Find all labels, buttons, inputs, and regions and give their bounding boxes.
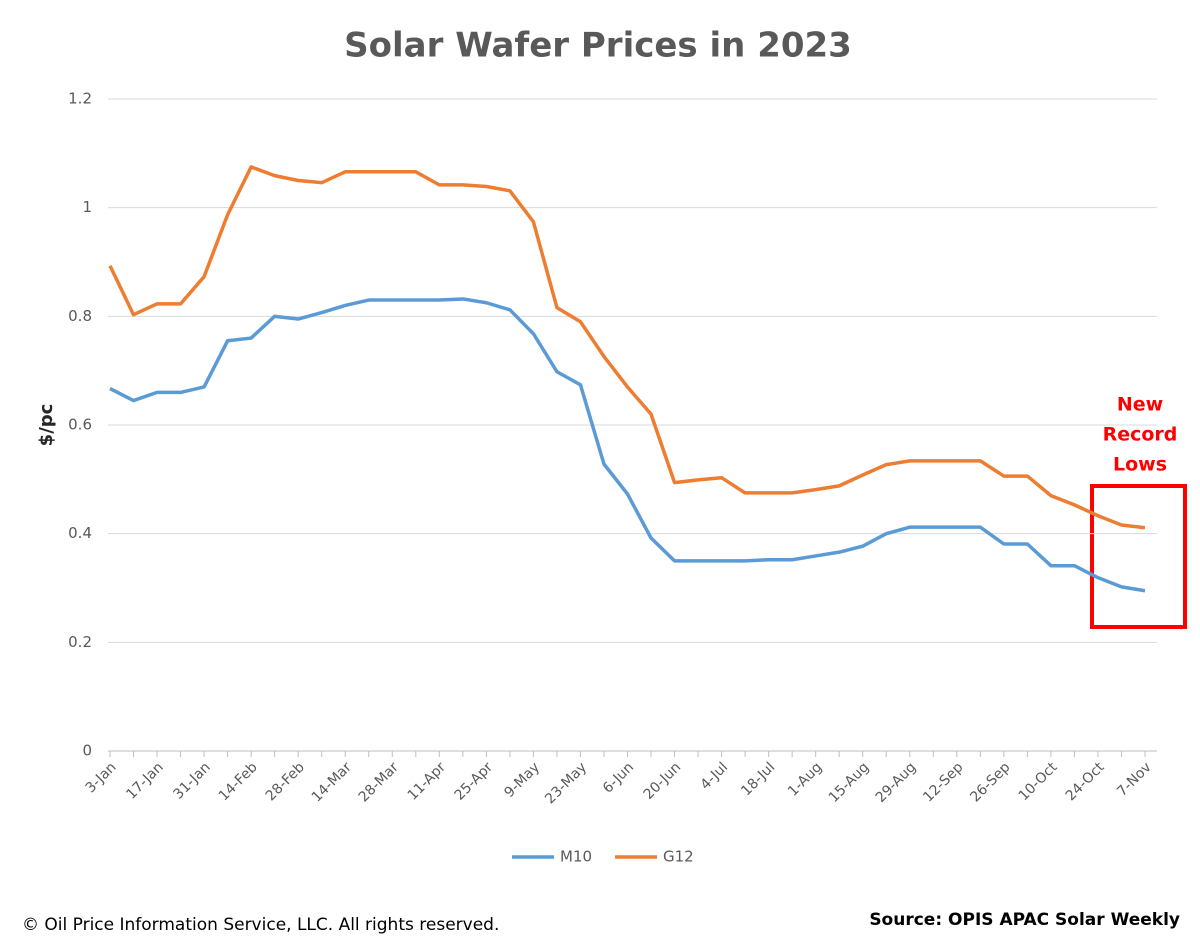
y-tick-label: 0.8 (68, 307, 92, 325)
source: Source: OPIS APAC Solar Weekly (869, 910, 1180, 930)
chart-title: Solar Wafer Prices in 2023 (344, 26, 852, 66)
y-axis-label: $/pc (36, 404, 57, 447)
annotation: Record (1103, 424, 1178, 446)
series-line (108, 165, 1146, 530)
legend-label: G12 (663, 848, 694, 866)
highlight-box (1090, 484, 1187, 629)
y-tick-label: 0.2 (68, 633, 92, 651)
annotation: Lows (1113, 454, 1167, 476)
y-tick-label: 1.2 (68, 90, 92, 108)
annotation: New (1117, 394, 1163, 416)
y-tick-label: 0 (82, 742, 92, 760)
y-tick-label: 0.4 (68, 524, 92, 542)
series-line (109, 297, 1146, 593)
footer: © Oil Price Information Service, LLC. Al… (22, 915, 499, 935)
y-tick-label: 0.6 (68, 416, 92, 434)
legend-label: M10 (560, 848, 592, 866)
y-tick-label: 1 (82, 198, 92, 216)
